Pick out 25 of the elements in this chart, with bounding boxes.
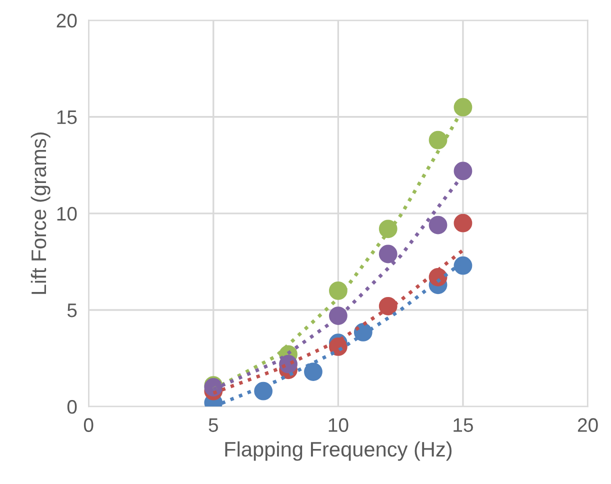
point [454,214,472,232]
point [328,306,348,325]
point [328,281,348,300]
x-tick-label: 15 [454,418,473,432]
point [454,162,472,180]
point [454,256,472,275]
y-axis-title: Lift Force (grams) [30,132,50,294]
point [428,216,448,234]
point [378,296,398,316]
point [378,244,398,264]
y-tick-label: 15 [57,110,77,124]
y-tick-label: 20 [56,14,77,28]
point [428,130,448,150]
x-tick-label: 20 [578,418,598,432]
y-tick-label: 0 [67,400,77,414]
x-axis-title: Flapping Frequency (Hz) [225,441,452,461]
point [454,98,472,116]
y-tick-label: 10 [57,206,77,221]
point [254,382,273,400]
y-tick-label: 5 [67,304,77,318]
point [304,362,322,381]
point [378,220,398,238]
x-tick-label: 10 [328,418,348,432]
x-tick-label: 5 [208,418,218,432]
x-tick-label: 0 [84,418,94,432]
